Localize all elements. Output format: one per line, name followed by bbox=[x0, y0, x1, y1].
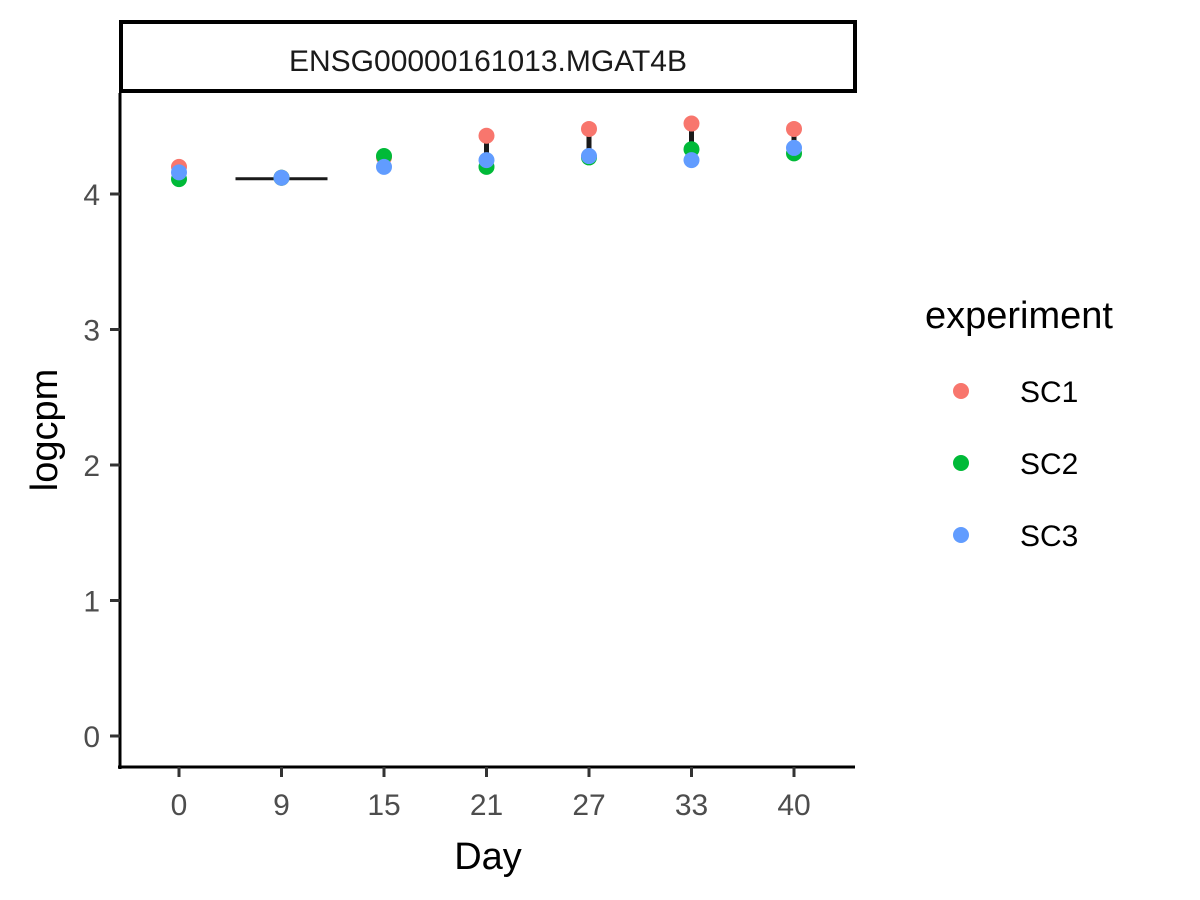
point-sc3 bbox=[273, 169, 290, 186]
legend-title: experiment bbox=[925, 295, 1113, 337]
x-tick-label: 15 bbox=[367, 789, 400, 822]
legend-key-sc2 bbox=[953, 455, 969, 471]
x-tick-label: 0 bbox=[171, 789, 188, 822]
legend-label-sc1: SC1 bbox=[1020, 376, 1078, 409]
legend-key-sc3 bbox=[953, 527, 969, 543]
data-points bbox=[171, 115, 802, 188]
y-axis-title: logcpm bbox=[24, 369, 66, 492]
legend-label-sc2: SC2 bbox=[1020, 448, 1078, 481]
x-tick-label: 33 bbox=[675, 789, 708, 822]
x-axis-title: Day bbox=[454, 836, 522, 878]
y-tick-label: 2 bbox=[83, 450, 100, 483]
point-sc3 bbox=[786, 139, 802, 156]
x-tick-label: 27 bbox=[572, 789, 605, 822]
legend-key-sc1 bbox=[953, 383, 969, 399]
point-sc3 bbox=[478, 152, 495, 169]
y-tick-label: 3 bbox=[83, 315, 100, 348]
point-sc1 bbox=[683, 115, 700, 132]
x-tick-label: 21 bbox=[470, 789, 503, 822]
point-sc3 bbox=[376, 158, 392, 175]
y-tick-label: 4 bbox=[83, 179, 100, 212]
point-sc3 bbox=[581, 148, 597, 165]
x-tick-label: 40 bbox=[777, 789, 810, 822]
point-sc1 bbox=[581, 120, 597, 137]
point-sc1 bbox=[786, 120, 802, 137]
legend-items: SC1 SC2 SC3 bbox=[953, 376, 1078, 553]
x-axis-ticks: 0 9 15 21 27 33 40 bbox=[171, 767, 811, 822]
point-sc3 bbox=[683, 152, 700, 169]
x-tick-label: 9 bbox=[273, 789, 290, 822]
facet-title: ENSG00000161013.MGAT4B bbox=[289, 45, 687, 78]
point-sc3 bbox=[171, 164, 187, 181]
point-sc1 bbox=[478, 127, 495, 144]
y-tick-label: 0 bbox=[83, 721, 100, 754]
facet-strip bbox=[119, 20, 857, 93]
y-axis-ticks: 0 1 2 3 4 bbox=[83, 179, 120, 754]
y-tick-label: 1 bbox=[83, 586, 100, 619]
legend: experiment SC1 SC2 SC3 bbox=[925, 295, 1113, 553]
legend-label-sc3: SC3 bbox=[1020, 520, 1078, 553]
